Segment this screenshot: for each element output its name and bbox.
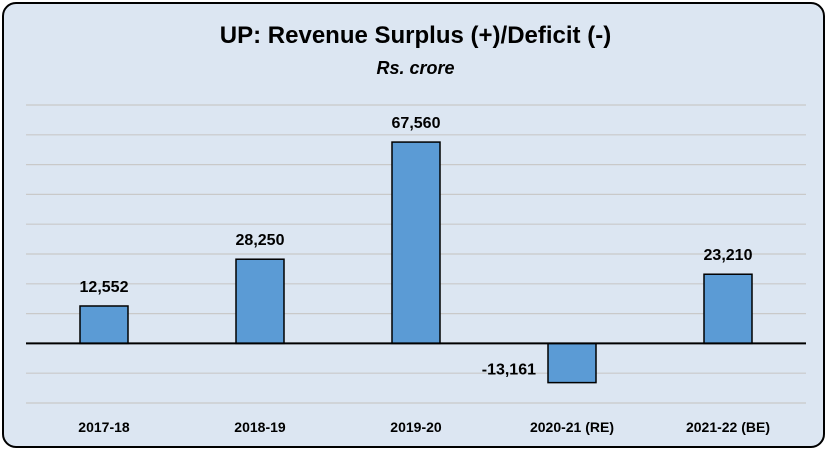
chart-title: UP: Revenue Surplus (+)/Deficit (-) [219, 22, 612, 49]
category-labels: 2017-18 2018-19 2019-20 2020-21 (RE) 2021-22… [78, 419, 770, 435]
data-label: 23,210 [704, 247, 753, 264]
category-label: 2021-22 (BE) [686, 419, 770, 435]
bar-2017-18 [79, 305, 129, 345]
data-label: 67,560 [392, 115, 441, 132]
data-label: 28,250 [236, 232, 285, 249]
category-label: 2020-21 (RE) [530, 419, 614, 435]
data-labels: 12,552 28,250 67,560 -13,161 23,210 [80, 115, 753, 378]
bar-2019-20 [391, 141, 441, 345]
category-label: 2017-18 [78, 419, 130, 435]
bar-2018-19 [235, 258, 285, 345]
bar-2020-21 [547, 342, 597, 384]
category-label: 2019-20 [390, 419, 442, 435]
chart-subtitle: Rs. crore [376, 58, 455, 78]
data-label: -13,161 [482, 361, 536, 378]
bars [79, 141, 753, 384]
data-label: 12,552 [80, 279, 129, 296]
bar-2021-22 [703, 273, 753, 345]
category-label: 2018-19 [234, 419, 286, 435]
